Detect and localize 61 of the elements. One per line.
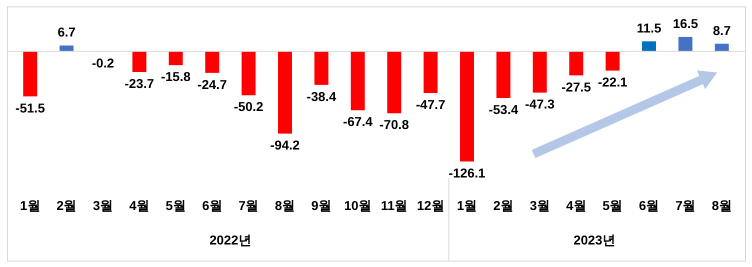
data-label: -67.4 [343,114,374,130]
x-tick-label: 6월 [638,198,660,213]
x-tick-label: 4월 [129,198,150,213]
x-tick-label: 9월 [311,198,332,213]
data-label: 16.5 [672,16,698,31]
bar [460,51,474,162]
data-label: -24.7 [197,76,227,92]
data-label: -22.1 [598,74,628,90]
x-tick-label: 4월 [566,198,586,213]
data-label: -15.8 [161,69,191,84]
bar [606,51,620,71]
data-label: -53.4 [488,102,519,117]
x-tick-label: 6월 [202,198,222,213]
data-label: -126.1 [448,165,486,180]
bar [642,41,656,52]
bar [205,51,220,73]
bar [387,51,402,114]
x-tick-label: 2월 [56,198,77,213]
data-label: -51.5 [15,100,45,116]
bar [678,36,692,52]
x-tick-label: 1월 [456,198,478,213]
data-label: 6.7 [58,24,76,40]
data-label: -94.2 [270,138,300,153]
bar [23,51,38,96]
data-label: -38.4 [306,88,337,104]
bar [714,44,729,52]
bar [496,51,510,98]
bar [314,51,328,85]
data-label: -0.2 [92,55,114,70]
data-label: 11.5 [636,20,662,36]
bar [278,51,292,134]
bar [132,51,146,72]
x-tick-label: 3월 [530,198,550,213]
x-tick-label: 8월 [712,198,732,213]
x-tick-label: 3월 [92,198,114,213]
x-tick-label: 7월 [675,198,696,213]
x-tick-label: 12월 [416,198,444,213]
x-tick-label: 7월 [238,198,259,213]
x-tick-label: 11월 [380,198,408,213]
data-label: -47.7 [416,96,446,112]
x-tick-label: 8월 [274,198,296,213]
x-tick-label: 2월 [493,198,514,213]
x-tick-label: 5월 [166,198,186,213]
data-label: 8.7 [712,22,731,38]
bar [532,51,547,93]
bar [242,51,256,96]
bar [569,51,584,76]
data-label: -47.3 [525,96,555,112]
data-label: -50.2 [234,99,264,114]
x-tick-label: 1월 [20,198,40,213]
data-label: -27.5 [561,79,591,94]
bar [350,51,365,110]
x-tick-label: 10월 [344,198,372,213]
data-label: -70.8 [379,117,409,132]
text: 2022년 [209,232,252,248]
bar [424,51,438,94]
bar [60,45,74,52]
data-label: -23.7 [124,76,154,92]
bar [168,51,183,66]
text: 2023년 [574,232,616,248]
x-tick-label: 5월 [602,198,623,213]
